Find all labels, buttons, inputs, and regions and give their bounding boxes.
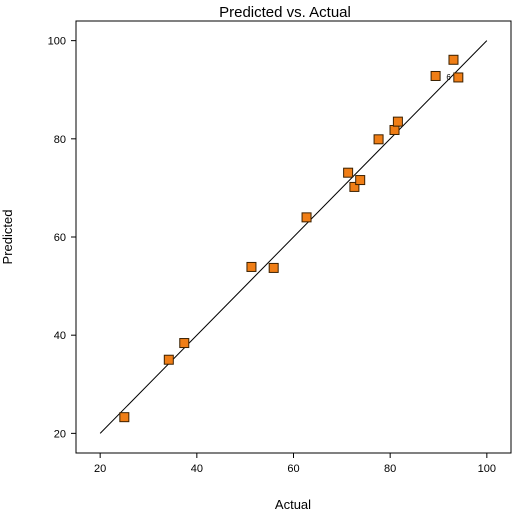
data-point	[448, 54, 459, 65]
data-point	[392, 116, 403, 127]
y-tick-label: 60	[54, 232, 66, 244]
reference-line	[99, 40, 488, 434]
data-point	[119, 412, 130, 423]
y-axis-label: Predicted	[0, 210, 15, 265]
x-tick-label: 60	[287, 463, 299, 475]
data-point	[268, 262, 279, 273]
x-tick-label: 100	[478, 463, 496, 475]
point-count-annotation: 6	[446, 73, 451, 82]
annotations: 6	[446, 73, 451, 82]
x-tick-label: 80	[384, 463, 396, 475]
x-tick-label: 40	[191, 463, 203, 475]
x-tick-label: 20	[94, 463, 106, 475]
y-tick-label: 20	[54, 428, 66, 440]
x-axis-label: Actual	[275, 497, 311, 512]
chart-title: Predicted vs. Actual	[219, 4, 351, 21]
y-tick-label: 80	[54, 134, 66, 146]
data-point	[179, 338, 190, 349]
data-points	[119, 54, 464, 423]
data-point	[453, 72, 464, 83]
data-point	[373, 134, 384, 145]
data-point	[343, 167, 354, 178]
data-point	[430, 70, 441, 81]
y-tick-label: 100	[48, 36, 66, 48]
data-point	[349, 181, 360, 192]
data-point	[246, 261, 257, 272]
data-point	[389, 124, 400, 135]
axis-ticks: 20 40 60 80 100 20 40 60 80 100	[48, 36, 496, 475]
data-point	[355, 175, 366, 186]
data-point	[301, 212, 312, 223]
y-tick-label: 40	[54, 330, 66, 342]
data-point	[163, 354, 174, 365]
reference-line-group	[99, 40, 488, 434]
